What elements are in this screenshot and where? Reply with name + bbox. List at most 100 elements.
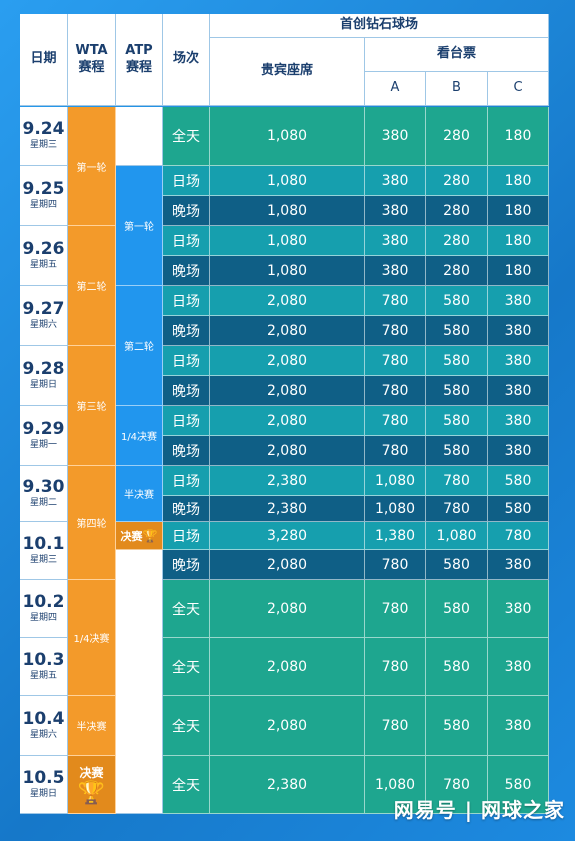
price-a: 1,080 [365,756,426,814]
price-b: 580 [426,406,488,436]
vip-price: 1,080 [210,196,365,226]
price-c: 580 [488,466,549,496]
price-a: 780 [365,436,426,466]
date-weekday: 星期日 [29,788,57,799]
price-b: 580 [426,346,488,376]
vip-price: 1,080 [210,226,365,256]
price-c: 380 [488,436,549,466]
vip-price: 2,380 [210,756,365,814]
wta-round: 1/4决赛 [68,580,116,696]
vip-price: 2,080 [210,316,365,346]
date-cell: 9.30 星期二 [20,466,68,522]
header-atp: ATP 赛程 [116,14,163,106]
wta-round: 第三轮 [68,346,116,466]
atp-blank [116,550,163,814]
wta-final: 决赛 🏆 [68,756,116,814]
price-b: 580 [426,286,488,316]
price-c: 380 [488,316,549,346]
vip-price: 2,080 [210,286,365,316]
price-a: 780 [365,286,426,316]
session-cell: 日场 [163,226,210,256]
price-b: 780 [426,756,488,814]
date-weekday: 星期三 [29,140,57,151]
price-a: 780 [365,638,426,696]
session-cell: 日场 [163,406,210,436]
atp-round: 半决赛 [116,466,163,522]
date-day: 9.29 [22,418,65,439]
date-day: 10.1 [22,533,65,554]
session-cell: 晚场 [163,496,210,522]
date-day: 9.27 [22,298,65,319]
date-cell: 9.24 星期三 [20,107,68,166]
price-a: 1,080 [365,496,426,522]
price-a: 780 [365,696,426,756]
session-cell: 日场 [163,286,210,316]
date-cell: 9.27 星期六 [20,286,68,346]
price-a: 1,080 [365,466,426,496]
price-b: 780 [426,466,488,496]
price-b: 1,080 [426,522,488,550]
date-cell: 9.28 星期日 [20,346,68,406]
date-cell: 9.25 星期四 [20,166,68,226]
session-cell: 晚场 [163,376,210,406]
session-cell: 晚场 [163,196,210,226]
date-cell: 10.1 星期三 [20,522,68,580]
session-cell: 晚场 [163,316,210,346]
trophy-icon: 🏆 [142,528,158,543]
date-weekday: 星期二 [29,497,57,508]
price-b: 580 [426,638,488,696]
header-venue: 首创钻石球场 [210,14,549,38]
header-wta: WTA 赛程 [68,14,116,106]
price-a: 380 [365,107,426,166]
wta-round: 半决赛 [68,696,116,756]
wta-round: 第四轮 [68,466,116,580]
price-c: 380 [488,638,549,696]
price-a: 780 [365,376,426,406]
price-a: 780 [365,580,426,638]
vip-price: 2,080 [210,406,365,436]
price-a: 780 [365,550,426,580]
atp-blank [116,107,163,166]
session-cell: 全天 [163,756,210,814]
price-c: 780 [488,522,549,550]
date-weekday: 星期三 [29,554,57,565]
price-c: 180 [488,256,549,286]
date-cell: 9.26 星期五 [20,226,68,286]
header-cat-a: A [365,72,426,106]
price-c: 380 [488,696,549,756]
header-cat-c: C [488,72,549,106]
wta-round: 第二轮 [68,226,116,346]
date-weekday: 星期六 [29,319,57,330]
date-day: 9.25 [22,178,65,199]
price-a: 780 [365,406,426,436]
price-a: 780 [365,316,426,346]
watermark: 网易号 | 网球之家 [393,797,565,822]
price-b: 280 [426,226,488,256]
vip-price: 2,380 [210,466,365,496]
vip-price: 2,080 [210,638,365,696]
price-a: 780 [365,346,426,376]
price-a: 380 [365,166,426,196]
price-b: 280 [426,196,488,226]
vip-price: 1,080 [210,256,365,286]
session-cell: 全天 [163,696,210,756]
date-weekday: 星期四 [29,612,57,623]
price-c: 380 [488,406,549,436]
price-c: 180 [488,107,549,166]
atp-round: 第一轮 [116,166,163,286]
atp-final: 决赛 🏆 [116,522,163,550]
price-b: 580 [426,316,488,346]
atp-round: 第二轮 [116,286,163,406]
vip-price: 2,080 [210,376,365,406]
session-cell: 晚场 [163,256,210,286]
session-cell: 日场 [163,346,210,376]
vip-price: 1,080 [210,107,365,166]
header-cat-b: B [426,72,488,106]
date-day: 9.24 [22,119,65,140]
price-b: 580 [426,376,488,406]
price-b: 280 [426,107,488,166]
price-c: 380 [488,580,549,638]
date-weekday: 星期五 [29,670,57,681]
